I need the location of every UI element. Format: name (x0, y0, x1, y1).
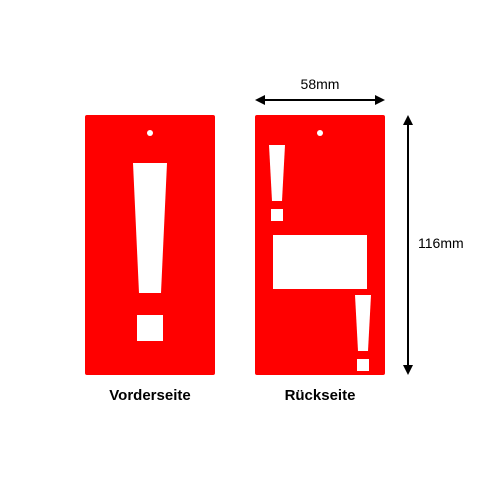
back-label: Rückseite (255, 387, 385, 404)
exclamation-icon (271, 209, 283, 221)
height-dimension-label: 116mm (418, 235, 464, 251)
exclamation-icon (357, 359, 369, 371)
punch-hole (317, 130, 323, 136)
front-card (85, 115, 215, 375)
writing-field (273, 235, 367, 289)
width-dimension-label: 58mm (290, 76, 350, 92)
back-card (255, 115, 385, 375)
punch-hole (147, 130, 153, 136)
diagram-container: 58mm 116mm Vorderseite Rückseite (0, 0, 500, 500)
exclamation-icon (137, 315, 163, 341)
front-label: Vorderseite (85, 387, 215, 404)
